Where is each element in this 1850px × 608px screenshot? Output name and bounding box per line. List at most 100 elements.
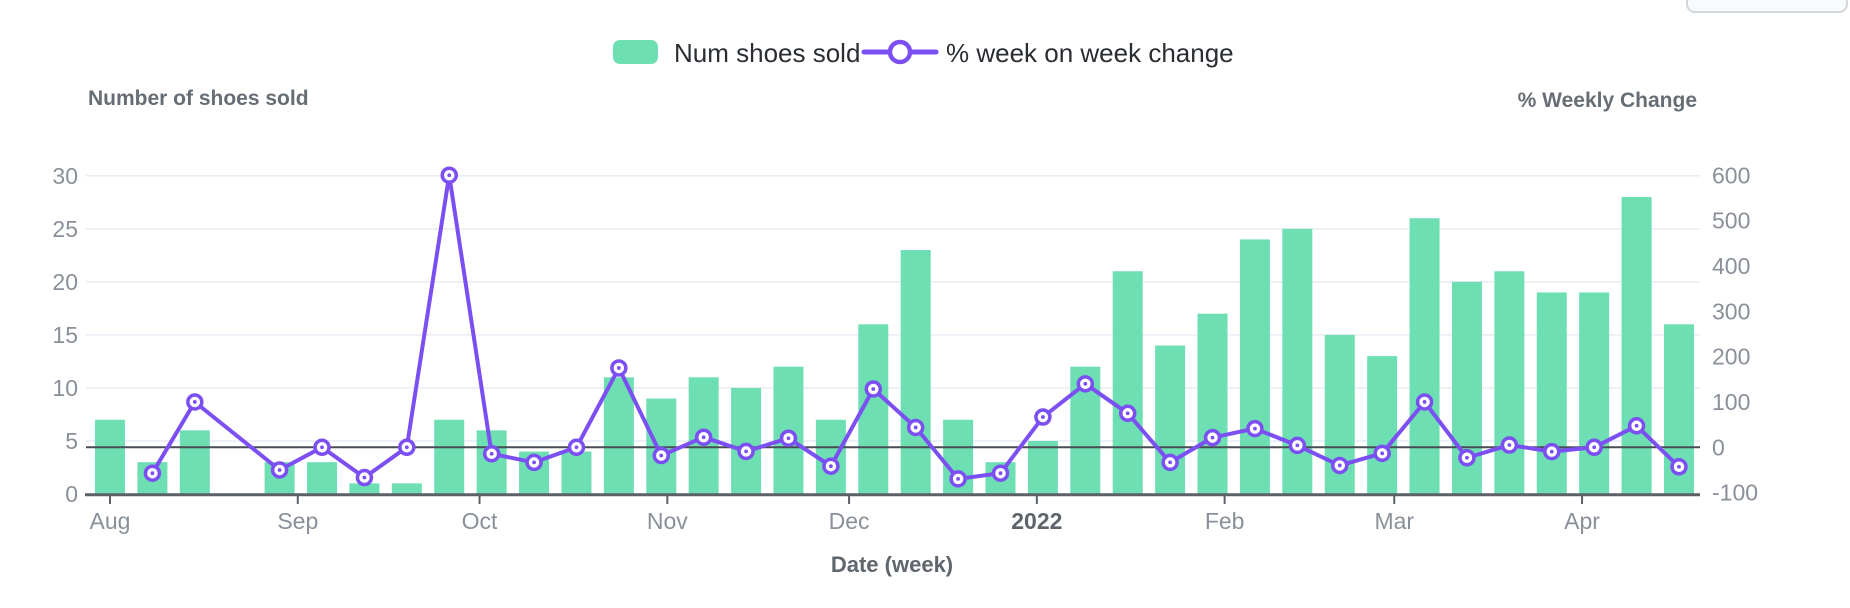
line-point-dot <box>998 471 1003 476</box>
bar-week-1[interactable] <box>95 419 125 494</box>
left-tick-20: 20 <box>52 269 78 295</box>
line-point-dot <box>1337 463 1342 468</box>
legend-label-bars: Num shoes sold <box>674 38 860 68</box>
line-point-dot <box>489 451 494 456</box>
bar-week-20[interactable] <box>900 250 931 494</box>
bar-week-36[interactable] <box>1579 292 1610 494</box>
bar-week-8[interactable] <box>391 483 422 494</box>
right-tick--100: -100 <box>1712 480 1758 506</box>
bar-week-13[interactable] <box>603 377 634 494</box>
line-point-dot <box>1041 415 1045 419</box>
plot-area: Aug Sep Oct Nov Dec 2022 Feb Mar Apr 0 5 10 15 20 25 30… <box>52 162 1758 534</box>
line-point-dot <box>1465 455 1469 460</box>
x-tick-label-Mar: Mar <box>1374 508 1414 534</box>
x-tick-label-Apr: Apr <box>1564 508 1600 534</box>
bar-week-32[interactable] <box>1409 218 1440 494</box>
bar-week-3[interactable] <box>179 430 210 494</box>
x-tick-label-Sep: Sep <box>277 508 318 534</box>
bar-week-12[interactable] <box>561 451 592 494</box>
legend-item-bars[interactable]: Num shoes sold <box>613 38 860 68</box>
bar-week-26[interactable] <box>1155 345 1186 494</box>
right-axis-title: % Weekly Change <box>1518 89 1697 112</box>
line-point-dot <box>1253 426 1257 431</box>
legend: Num shoes sold % week on week change <box>613 38 1234 68</box>
line-point-dot <box>1125 411 1130 416</box>
line-point-dot <box>404 445 409 450</box>
right-tick-500: 500 <box>1712 208 1750 234</box>
line-point-dot <box>659 453 664 458</box>
pct-line[interactable] <box>150 173 1681 481</box>
line-point-dot <box>1634 423 1639 428</box>
legend-label-line: % week on week change <box>946 38 1234 68</box>
bar-week-7[interactable] <box>349 483 380 494</box>
line-point-dot <box>1083 381 1088 386</box>
line-point-dot <box>1295 443 1300 448</box>
line-point-dot <box>828 464 833 469</box>
right-tick-400: 400 <box>1712 253 1750 279</box>
line-point-dot <box>1210 435 1215 440</box>
line-point-dot <box>447 173 452 178</box>
line-point-dot <box>1422 400 1427 404</box>
bar-week-25[interactable] <box>1112 271 1143 494</box>
bar-week-29[interactable] <box>1282 228 1313 494</box>
left-axis-title: Number of shoes sold <box>88 87 309 110</box>
line-point-dot <box>574 445 579 450</box>
line-point-dot <box>1380 451 1385 456</box>
x-tick-label-Aug: Aug <box>90 508 131 534</box>
line-point-dot <box>150 471 155 476</box>
bar-week-23[interactable] <box>1027 440 1058 494</box>
line-point-dot <box>744 449 748 454</box>
line-point-dot <box>1677 464 1681 469</box>
bar-week-6[interactable] <box>307 462 338 494</box>
bar-week-37[interactable] <box>1621 197 1652 494</box>
x-tick-label-Nov: Nov <box>647 508 688 534</box>
left-tick-15: 15 <box>52 322 78 348</box>
right-tick-600: 600 <box>1712 162 1750 188</box>
line-point-dot <box>320 445 324 450</box>
left-tick-25: 25 <box>52 216 78 242</box>
bar-week-18[interactable] <box>815 419 846 494</box>
right-tick-200: 200 <box>1712 344 1750 370</box>
line-point-dot <box>532 460 536 465</box>
legend-line-circle <box>887 39 913 65</box>
left-tick-10: 10 <box>52 375 78 401</box>
bar-week-9[interactable] <box>434 419 465 494</box>
bar-week-28[interactable] <box>1239 239 1270 494</box>
bar-week-27[interactable] <box>1197 313 1228 494</box>
x-tick-label-Dec: Dec <box>829 508 870 534</box>
left-tick-5: 5 <box>65 428 78 454</box>
left-tick-0: 0 <box>65 481 78 507</box>
line-point-dot <box>956 476 960 481</box>
line-point-dot <box>1549 449 1554 454</box>
line-point-dot <box>192 400 197 404</box>
line-point-dot <box>1168 460 1173 465</box>
left-tick-30: 30 <box>52 163 78 189</box>
bar-week-31[interactable] <box>1367 356 1398 494</box>
legend-line-marker-icon <box>861 39 939 65</box>
line-point-dot <box>1507 443 1512 447</box>
x-tick-label-Oct: Oct <box>462 508 498 534</box>
x-tick-label-Feb: Feb <box>1205 508 1245 534</box>
right-tick-100: 100 <box>1712 389 1750 415</box>
line-point-dot <box>1592 445 1597 450</box>
right-tick-300: 300 <box>1712 298 1750 324</box>
line-point-dot <box>786 436 791 441</box>
line-point-dot <box>277 468 282 472</box>
legend-item-line[interactable]: % week on week change <box>861 38 1234 68</box>
line-point-dot <box>871 387 876 391</box>
bar-week-16[interactable] <box>731 387 762 494</box>
line-point-dot <box>913 425 918 430</box>
line-point-dot <box>701 435 706 440</box>
right-tick-0: 0 <box>1712 434 1725 460</box>
toolbar-button-partial[interactable] <box>1686 0 1848 13</box>
line-point-dot <box>362 475 367 480</box>
bar-week-35[interactable] <box>1536 292 1567 494</box>
bar-week-34[interactable] <box>1494 271 1525 494</box>
bar-week-14[interactable] <box>646 398 677 494</box>
x-axis-title: Date (week) <box>831 552 953 577</box>
line-point-dot <box>616 366 621 370</box>
x-tick-label-2022: 2022 <box>1011 508 1062 534</box>
legend-swatch-bars-icon <box>613 40 658 64</box>
